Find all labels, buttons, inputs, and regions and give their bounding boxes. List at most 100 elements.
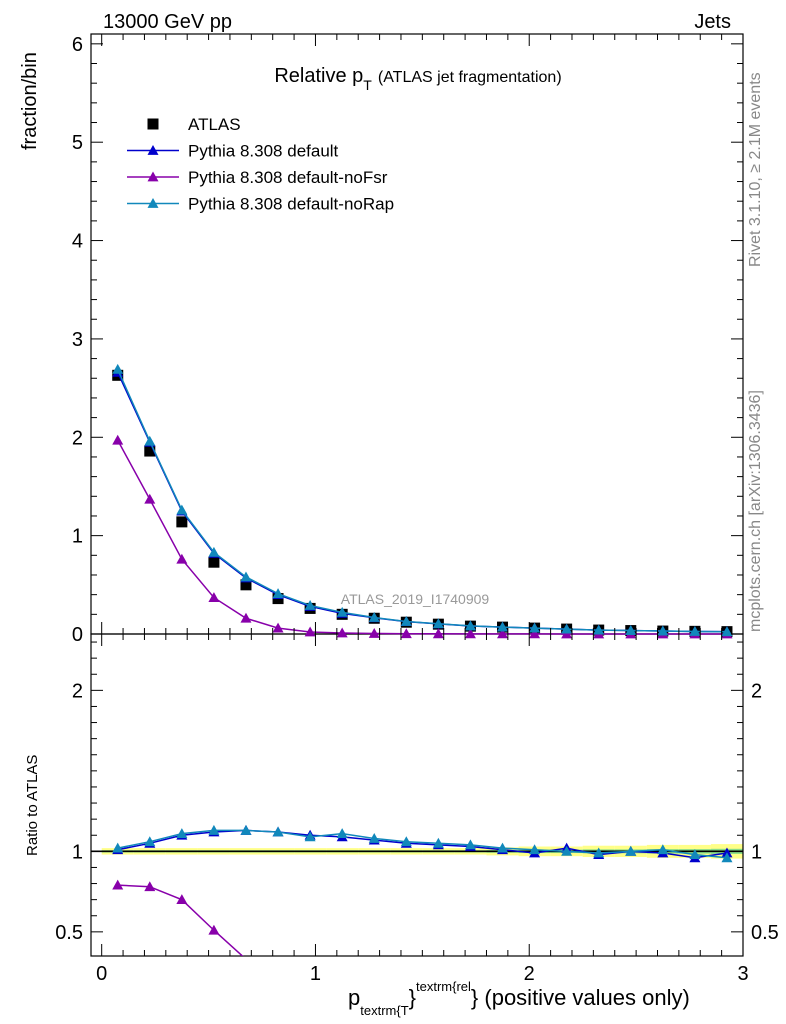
y-tick-label: 1	[72, 526, 83, 548]
ratio-data-point	[432, 837, 444, 848]
ratio-data-point	[529, 844, 541, 855]
ratio-data-point	[144, 881, 156, 892]
x-tick-label: 3	[737, 963, 748, 985]
data-point	[657, 625, 669, 636]
ratio-series-group	[112, 824, 733, 956]
x-tick-label: 1	[310, 963, 321, 985]
ratio-data-point	[464, 839, 476, 850]
ratio-ylabel: Ratio to ATLAS	[24, 755, 41, 856]
y-tick-label: 5	[72, 132, 83, 154]
data-point	[304, 599, 316, 610]
ratio-y-tick-label: 0.5	[55, 922, 83, 944]
data-point	[304, 626, 316, 637]
ratio-y-tick-label: 2	[72, 680, 83, 702]
legend-marker	[147, 145, 159, 155]
y-tick-label: 3	[72, 329, 83, 351]
ratio-data-point	[208, 824, 220, 835]
chart-title-main: Relative p	[274, 65, 363, 87]
y-tick-label: 6	[72, 34, 83, 56]
data-point-atlas	[240, 579, 252, 591]
series-line	[117, 369, 727, 633]
ratio-data-point	[272, 826, 284, 837]
legend-label: ATLAS	[188, 115, 241, 134]
legend-label: Pythia 8.308 default	[188, 142, 339, 161]
ratio-data-point	[593, 847, 605, 858]
legend-marker	[147, 171, 159, 182]
ratio-data-point	[144, 836, 156, 847]
data-point	[400, 628, 412, 639]
data-point	[625, 625, 637, 635]
watermark: ATLAS_2019_I1740909	[341, 591, 490, 607]
header-left: 13000 GeV pp	[103, 11, 232, 33]
y-tick-label: 4	[72, 231, 83, 253]
x-axis-label-sup: textrm{rel	[416, 979, 471, 994]
rivet-label: Rivet 3.1.10, ≥ 2.1M events	[747, 72, 764, 267]
data-point	[112, 434, 124, 445]
x-axis-label-rest: } (positive values only)	[471, 985, 690, 1010]
x-tick-label: 0	[96, 963, 107, 985]
data-point-atlas	[208, 556, 220, 568]
data-point	[176, 504, 188, 515]
ratio-data-point	[208, 924, 220, 935]
x-axis-label-main: p	[348, 985, 360, 1010]
ratio-data-point	[400, 836, 412, 847]
data-point	[497, 621, 509, 632]
chart-title: Relative pT (ATLAS jet fragmentation)	[274, 65, 561, 93]
legend-label: Pythia 8.308 default-noRap	[188, 195, 394, 214]
data-point	[497, 628, 509, 639]
data-point	[400, 616, 412, 626]
ratio-data-point	[689, 849, 701, 859]
ratio-y-tick-label: 1	[72, 841, 83, 863]
legend-marker	[147, 198, 159, 208]
data-point	[272, 588, 284, 599]
ratio-data-point	[368, 832, 380, 843]
data-point	[336, 627, 348, 638]
ratio-data-point	[240, 824, 252, 835]
ratio-data-point	[497, 842, 509, 853]
y-tick-label: 2	[72, 427, 83, 449]
x-axis-label: ptextrm{T}textrm{rel} (positive values o…	[348, 979, 690, 1018]
x-axis-label-sub: textrm{T	[360, 1003, 408, 1018]
chart-title-rest: (ATLAS jet fragmentation)	[378, 69, 562, 86]
data-point	[144, 435, 156, 446]
ratio-data-point	[304, 831, 316, 842]
data-point	[432, 618, 444, 629]
chart-title-sub: T	[363, 77, 372, 93]
data-point	[464, 620, 476, 631]
data-point	[176, 553, 188, 564]
legend-label: Pythia 8.308 default-noFsr	[188, 168, 388, 187]
data-point	[272, 622, 284, 633]
data-point	[368, 611, 380, 622]
data-point-atlas	[144, 445, 156, 457]
x-tick-label: 2	[524, 963, 535, 985]
ratio-data-point	[176, 828, 188, 839]
data-point	[368, 628, 380, 638]
x-axis-label-mid: }	[409, 985, 416, 1010]
main-ylabel: fraction/bin	[19, 52, 41, 150]
data-point	[336, 606, 348, 617]
ratio-data-point	[112, 879, 124, 890]
data-point	[593, 624, 605, 635]
ratio-data-point	[176, 894, 188, 905]
data-point	[240, 571, 252, 582]
y-tick-label: 0	[72, 624, 83, 646]
ratio-series-line	[117, 829, 728, 859]
ratio-data-point	[112, 842, 124, 853]
data-point	[529, 628, 541, 639]
data-point	[240, 612, 252, 623]
ratio-data-point	[625, 845, 637, 856]
data-point	[208, 592, 220, 603]
data-point-atlas	[176, 516, 188, 528]
ratio-data-point	[721, 852, 733, 863]
data-point	[144, 493, 156, 504]
ratio-y-tick-label-right: 2	[751, 680, 762, 702]
ratio-data-point	[336, 828, 348, 839]
ratio-frame	[90, 633, 744, 957]
mcplots-label: mcplots.cern.ch [arXiv:1306.3436]	[747, 390, 764, 632]
data-point	[529, 622, 541, 633]
data-point	[208, 546, 220, 557]
data-point	[112, 363, 124, 374]
legend-marker-atlas	[147, 118, 159, 130]
data-point	[432, 628, 444, 639]
